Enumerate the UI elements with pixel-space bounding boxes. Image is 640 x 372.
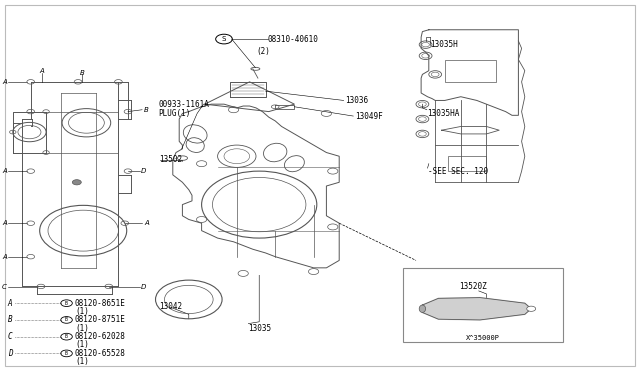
Ellipse shape [251,67,260,70]
Text: A: A [2,220,6,226]
Text: PLUG(1): PLUG(1) [159,109,191,118]
Text: X^35000P: X^35000P [466,335,500,341]
Text: 13042: 13042 [159,302,182,311]
Text: A: A [2,254,6,260]
Text: C: C [8,332,12,341]
Text: 08120-62028: 08120-62028 [75,332,125,341]
Text: B: B [144,107,148,113]
Text: B: B [65,301,68,306]
Text: B: B [79,70,84,76]
Text: (1): (1) [75,307,89,316]
Text: A: A [144,220,148,226]
Text: 13502: 13502 [159,155,182,164]
Text: A: A [39,68,44,74]
Text: 08120-65528: 08120-65528 [75,349,125,358]
Text: 13035H: 13035H [430,40,458,49]
Bar [403,268,563,342]
Text: D: D [141,284,146,290]
Text: (2): (2) [256,47,270,56]
Text: B: B [65,317,68,323]
Circle shape [72,180,81,185]
Bar [448,156,486,171]
Text: A: A [2,168,6,174]
Text: B: B [65,351,68,356]
Text: A: A [2,79,6,85]
Circle shape [527,306,536,311]
Text: -SEE SEC. 120: -SEE SEC. 120 [428,167,488,176]
Text: 13036: 13036 [346,96,369,105]
Bar [445,60,496,82]
Text: B: B [65,334,68,339]
Text: (1): (1) [75,357,89,366]
Text: B: B [8,315,12,324]
Text: (1): (1) [75,340,89,349]
Text: A: A [8,299,12,308]
Polygon shape [422,298,531,320]
Text: 08120-8651E: 08120-8651E [75,299,125,308]
Ellipse shape [419,305,426,312]
Text: 08310-40610: 08310-40610 [268,35,318,44]
Text: C: C [2,284,7,290]
Text: 08120-8751E: 08120-8751E [75,315,125,324]
Text: S: S [222,36,226,42]
Text: 13049F: 13049F [355,112,383,121]
Text: (1): (1) [75,324,89,333]
Text: 13520Z: 13520Z [460,282,487,291]
Text: 00933-1161A: 00933-1161A [159,100,209,109]
Text: D: D [8,349,12,358]
Text: 13035: 13035 [248,324,271,333]
Text: 13035HA: 13035HA [427,109,460,118]
Text: D: D [141,168,146,174]
